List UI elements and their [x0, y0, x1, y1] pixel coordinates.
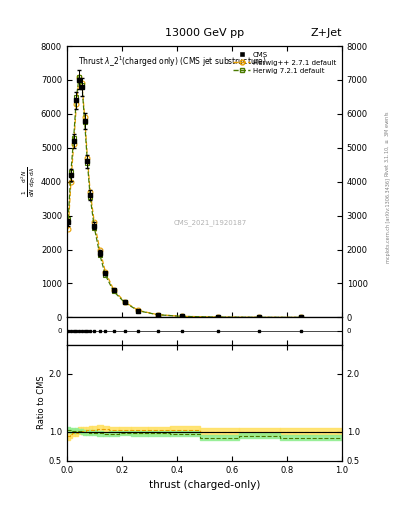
Text: mcplots.cern.ch [arXiv:1306.3436]: mcplots.cern.ch [arXiv:1306.3436]	[386, 178, 391, 263]
Text: CMS_2021_I1920187: CMS_2021_I1920187	[173, 219, 246, 226]
Legend: CMS, Herwig++ 2.7.1 default, Herwig 7.2.1 default: CMS, Herwig++ 2.7.1 default, Herwig 7.2.…	[231, 50, 338, 76]
Text: 13000 GeV pp: 13000 GeV pp	[165, 28, 244, 38]
Text: Rivet 3.1.10, $\geq$ 3M events: Rivet 3.1.10, $\geq$ 3M events	[384, 110, 391, 177]
X-axis label: thrust (charged-only): thrust (charged-only)	[149, 480, 260, 490]
Text: Thrust $\lambda\_2^1$(charged only) (CMS jet substructure): Thrust $\lambda\_2^1$(charged only) (CMS…	[78, 54, 267, 69]
Y-axis label: $\frac{1}{\mathrm{d}N}\,\frac{\mathrm{d}^2N}{\mathrm{d}p_T\,\mathrm{d}\lambda}$: $\frac{1}{\mathrm{d}N}\,\frac{\mathrm{d}…	[20, 166, 38, 197]
Text: Z+Jet: Z+Jet	[310, 28, 342, 38]
Y-axis label: Ratio to CMS: Ratio to CMS	[37, 376, 46, 430]
